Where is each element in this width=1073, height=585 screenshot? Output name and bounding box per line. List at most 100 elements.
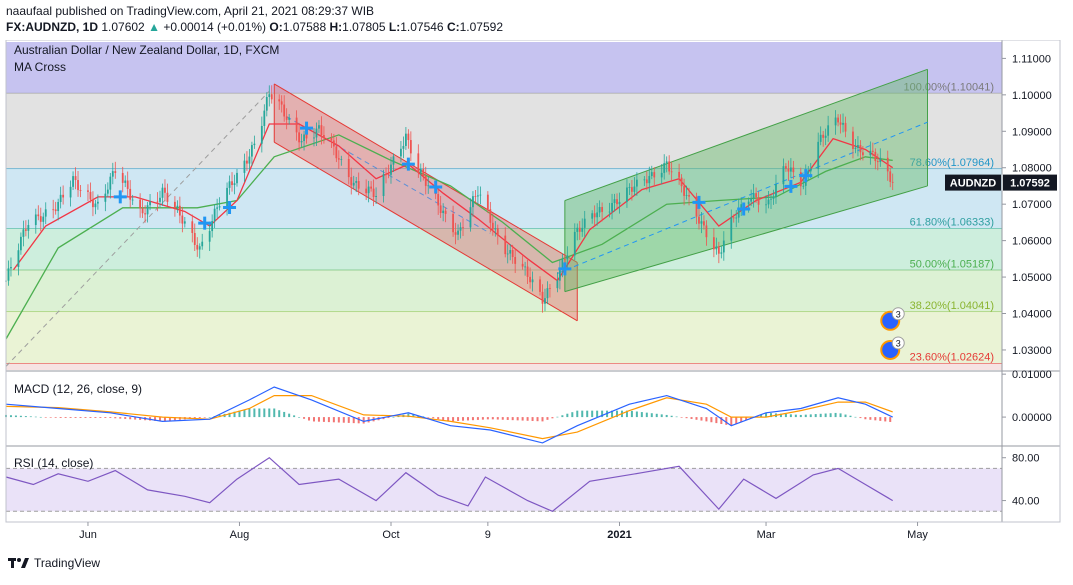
macd-histogram-bar <box>611 410 614 418</box>
macd-histogram-bar <box>571 412 574 418</box>
candle-body <box>891 181 894 183</box>
candle-body <box>126 180 129 189</box>
candle-body <box>144 213 146 215</box>
candle-body <box>305 134 308 139</box>
candle-body <box>683 186 685 196</box>
macd-histogram-bar <box>79 417 82 418</box>
macd-histogram-bar <box>670 415 673 418</box>
candle-body <box>596 212 599 218</box>
macd-histogram-bar <box>457 417 460 421</box>
candle-body <box>191 221 194 233</box>
candle-body <box>616 199 618 205</box>
candle-body <box>757 197 760 205</box>
macd-histogram-bar <box>591 410 594 418</box>
macd-histogram-bar <box>616 410 619 418</box>
candle-body <box>809 168 812 172</box>
macd-histogram-bar <box>268 408 271 418</box>
candle-body <box>442 210 445 214</box>
candle-body <box>479 194 482 196</box>
candle-body <box>491 222 494 230</box>
candle-body <box>72 176 74 187</box>
macd-histogram-bar <box>690 417 693 419</box>
chart-title: Australian Dollar / New Zealand Dollar, … <box>14 43 279 57</box>
macd-histogram-bar <box>412 414 415 418</box>
macd-histogram-bar <box>114 417 117 419</box>
price-chart[interactable]: 100.00%(1.10041) 78.60%(1.07964) 61.80%(1.… <box>0 40 1073 552</box>
candle-body <box>735 217 738 219</box>
candle-body <box>668 161 671 172</box>
candle-body <box>869 150 872 156</box>
candle-body <box>770 198 772 200</box>
candle-body <box>444 210 447 214</box>
candle-body <box>862 152 864 156</box>
macd-histogram-bar <box>322 417 325 422</box>
price-tick-label: 1.08000 <box>1012 163 1052 175</box>
candle-body <box>583 218 586 228</box>
macd-histogram-bar <box>710 417 713 423</box>
candle-body <box>635 179 638 187</box>
macd-signal-line <box>5 395 893 440</box>
candle-body <box>454 232 457 235</box>
candle-body <box>521 263 524 267</box>
candle-body <box>340 159 343 160</box>
candle-body <box>111 171 114 177</box>
pane-labels: Australian Dollar / New Zealand Dollar, … <box>14 43 279 470</box>
macd-histogram-bar <box>804 414 807 418</box>
candle-body <box>34 214 37 226</box>
candle-body <box>496 228 499 236</box>
candle-body <box>400 148 402 157</box>
macd-histogram-bar <box>342 417 345 423</box>
candle-body <box>628 187 631 188</box>
candle-body <box>54 209 57 212</box>
candle-body <box>318 125 320 129</box>
macd-histogram-bar <box>789 414 792 418</box>
candle-body <box>114 171 117 173</box>
macd-histogram-bar <box>481 417 484 420</box>
macd-histogram-bar <box>541 417 544 422</box>
candle-body <box>457 230 459 235</box>
candle-body <box>601 207 604 212</box>
candle-body <box>231 181 233 186</box>
candle-body <box>97 201 99 204</box>
candle-body <box>839 122 842 125</box>
macd-histogram-bar <box>566 413 569 418</box>
macd-histogram-bar <box>124 417 127 419</box>
candle-body <box>27 225 30 231</box>
fib-label-1: 78.60%(1.07964) <box>910 157 994 169</box>
macd-pane <box>5 386 893 444</box>
close-label: C: <box>446 20 460 34</box>
macd-histogram-bar <box>158 417 161 422</box>
candle-body <box>792 167 795 173</box>
footer: TradingView <box>8 556 100 570</box>
macd-histogram-bar <box>198 417 201 418</box>
candle-body <box>506 253 509 255</box>
candle-body <box>417 153 420 173</box>
low-value: 1.07546 <box>400 20 444 34</box>
candle-body <box>69 186 72 198</box>
macd-histogram-bar <box>630 410 633 418</box>
candle-body <box>59 194 62 203</box>
ma-cross-markers <box>113 121 813 276</box>
candle-body <box>409 140 412 154</box>
candle-body <box>643 179 646 181</box>
macd-histogram-bar <box>501 417 504 420</box>
candle-body <box>452 213 454 233</box>
macd-histogram-bar <box>491 417 494 420</box>
candle-body <box>42 216 45 222</box>
price-tick-label: 1.11000 <box>1012 53 1051 65</box>
macd-histogram-bar <box>308 417 311 421</box>
candle-body <box>124 180 127 183</box>
candle-body <box>576 227 579 232</box>
candle-body <box>89 191 92 200</box>
macd-histogram-bar <box>243 409 246 418</box>
macd-histogram-bar <box>675 416 678 418</box>
candle-body <box>87 190 89 192</box>
candle-body <box>747 201 750 205</box>
macd-histogram-bar <box>208 417 211 418</box>
last-price-tag: AUDNZD 1.07592 <box>945 174 1057 191</box>
candle-body <box>424 176 427 186</box>
candle-body <box>295 117 298 133</box>
fib-zone-bottom <box>6 363 1002 370</box>
dashed-trendline-0 <box>5 90 270 367</box>
macd-histogram-bar <box>496 417 499 420</box>
